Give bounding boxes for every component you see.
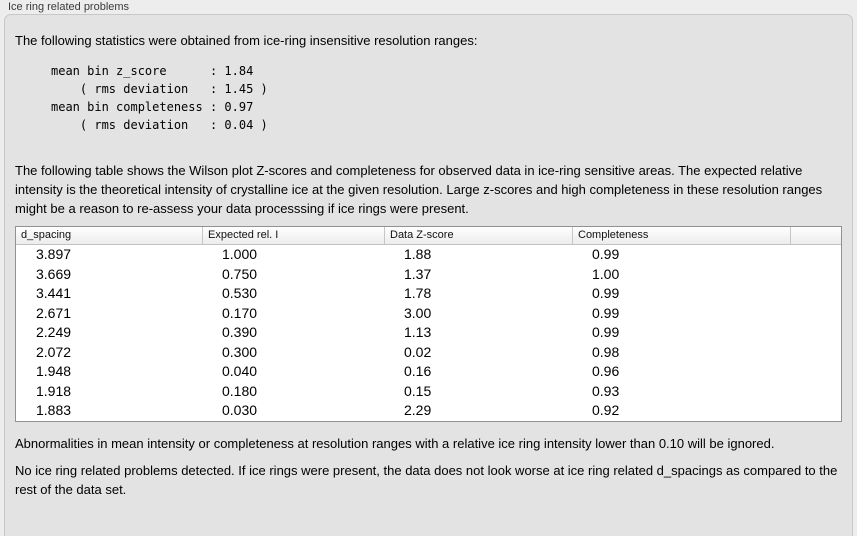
table-header-row: d_spacing Expected rel. I Data Z-score C… (16, 227, 841, 245)
cell-d-spacing: 3.897 (36, 246, 72, 262)
table-row[interactable]: 1.918 0.180 0.15 0.93 (16, 382, 841, 402)
cell-expected-rel-i: 1.000 (222, 246, 258, 262)
cell-empty (790, 304, 841, 324)
cell-completeness: 0.98 (592, 343, 620, 360)
table-row[interactable]: 2.072 0.300 0.02 0.98 (16, 343, 841, 363)
cell-d-spacing: 1.883 (36, 402, 72, 418)
cell-empty (790, 245, 841, 265)
table-row[interactable]: 1.883 0.030 2.29 0.92 (16, 401, 841, 421)
cell-empty (790, 343, 841, 363)
cell-empty (790, 323, 841, 343)
cell-data-z-score: 0.15 (404, 382, 432, 399)
cell-expected-rel-i: 0.180 (222, 382, 258, 399)
table-row[interactable]: 3.441 0.530 1.78 0.99 (16, 284, 841, 304)
cell-data-z-score: 1.78 (404, 285, 432, 301)
cell-d-spacing: 3.669 (36, 265, 72, 282)
cell-empty (790, 362, 841, 382)
table-row[interactable]: 2.671 0.170 3.00 0.99 (16, 304, 841, 324)
ice-ring-table-body: 3.897 1.000 1.88 0.99 3.669 0.750 1.37 1.00 3.44… (16, 245, 841, 421)
cell-expected-rel-i: 0.750 (222, 265, 258, 282)
cell-completeness: 0.96 (592, 363, 620, 379)
intro-text: The following statistics were obtained f… (15, 33, 478, 48)
column-header-empty (790, 227, 841, 244)
ice-ring-panel: The following statistics were obtained f… (4, 14, 853, 536)
table-row[interactable]: 3.897 1.000 1.88 0.99 (16, 245, 841, 265)
cell-expected-rel-i: 0.300 (222, 343, 258, 360)
cell-completeness: 0.99 (592, 246, 620, 262)
conclusion-text: No ice ring related problems detected. I… (15, 462, 838, 497)
group-title: Ice ring related problems (0, 0, 857, 14)
cell-data-z-score: 0.16 (404, 363, 432, 379)
cell-data-z-score: 0.02 (404, 343, 432, 360)
cell-data-z-score: 3.00 (404, 304, 432, 321)
cell-d-spacing: 3.441 (36, 285, 72, 301)
cell-d-spacing: 1.948 (36, 363, 72, 379)
cell-empty (790, 401, 841, 421)
cell-d-spacing: 1.918 (36, 382, 72, 399)
cell-expected-rel-i: 0.390 (222, 324, 258, 340)
column-header-expected-rel-i[interactable]: Expected rel. I (202, 227, 384, 244)
table-description: The following table shows the Wilson plo… (15, 163, 823, 216)
cell-data-z-score: 1.13 (404, 324, 432, 340)
cell-d-spacing: 2.671 (36, 304, 72, 321)
cell-empty (790, 382, 841, 402)
cell-completeness: 0.99 (592, 304, 620, 321)
cell-empty (790, 284, 841, 304)
ice-ring-table[interactable]: d_spacing Expected rel. I Data Z-score C… (15, 226, 842, 422)
table-row[interactable]: 1.948 0.040 0.16 0.96 (16, 362, 841, 382)
ignore-note: Abnormalities in mean intensity or compl… (15, 435, 775, 451)
cell-data-z-score: 1.88 (404, 246, 432, 262)
table-row[interactable]: 3.669 0.750 1.37 1.00 (16, 265, 841, 285)
cell-completeness: 0.93 (592, 382, 620, 399)
cell-expected-rel-i: 0.170 (222, 304, 258, 321)
cell-completeness: 0.99 (592, 324, 620, 340)
table-row[interactable]: 2.249 0.390 1.13 0.99 (16, 323, 841, 343)
cell-expected-rel-i: 0.030 (222, 402, 258, 418)
cell-d-spacing: 2.249 (36, 324, 72, 340)
column-header-data-z-score[interactable]: Data Z-score (384, 227, 572, 244)
cell-expected-rel-i: 0.040 (222, 363, 258, 379)
column-header-d-spacing[interactable]: d_spacing (21, 229, 72, 241)
cell-expected-rel-i: 0.530 (222, 285, 258, 301)
cell-d-spacing: 2.072 (36, 343, 72, 360)
cell-completeness: 0.92 (592, 402, 620, 418)
cell-data-z-score: 2.29 (404, 402, 432, 418)
cell-data-z-score: 1.37 (404, 265, 432, 282)
cell-completeness: 0.99 (592, 285, 620, 301)
column-header-completeness[interactable]: Completeness (572, 227, 790, 244)
cell-empty (790, 265, 841, 285)
stats-block: mean bin z_score : 1.84 ( rms deviation … (51, 64, 268, 132)
cell-completeness: 1.00 (592, 265, 620, 282)
